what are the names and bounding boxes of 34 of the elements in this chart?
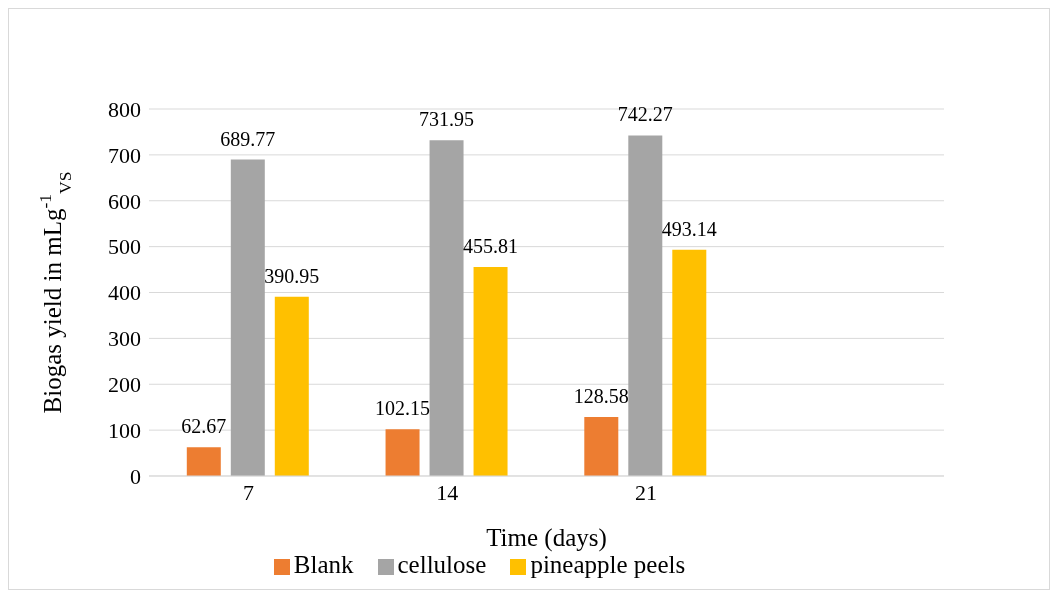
x-tick-label: 14 bbox=[436, 479, 459, 505]
y-tick-label: 600 bbox=[108, 188, 141, 214]
data-label: 62.67 bbox=[181, 415, 227, 438]
bar bbox=[628, 135, 663, 476]
bar bbox=[672, 249, 707, 476]
legend-label: Blank bbox=[293, 551, 354, 578]
legend-label: cellulose bbox=[397, 551, 487, 578]
y-tick-label: 500 bbox=[108, 234, 141, 260]
data-label: 742.27 bbox=[617, 103, 673, 126]
y-tick-label: 800 bbox=[108, 96, 141, 122]
data-label: 102.15 bbox=[375, 397, 431, 420]
data-label: 493.14 bbox=[661, 217, 717, 240]
bar bbox=[186, 447, 221, 476]
x-axis-title: Time (days) bbox=[486, 524, 607, 552]
data-label: 128.58 bbox=[573, 385, 629, 408]
data-label: 689.77 bbox=[220, 127, 276, 150]
y-tick-label: 100 bbox=[108, 417, 141, 443]
bar bbox=[385, 429, 420, 476]
bar bbox=[584, 417, 619, 476]
y-tick-label: 700 bbox=[108, 142, 141, 168]
x-tick-label: 21 bbox=[634, 479, 657, 505]
data-label: 731.95 bbox=[419, 108, 475, 131]
bar bbox=[274, 296, 309, 476]
bar bbox=[429, 140, 464, 476]
data-label: 455.81 bbox=[463, 234, 519, 257]
x-tick-label: 7 bbox=[242, 479, 254, 505]
y-tick-label: 0 bbox=[130, 463, 141, 489]
legend-label: pineapple peels bbox=[530, 551, 686, 578]
bar bbox=[473, 266, 508, 476]
y-tick-label: 200 bbox=[108, 372, 141, 398]
y-tick-label: 300 bbox=[108, 326, 141, 352]
y-tick-label: 400 bbox=[108, 280, 141, 306]
data-label: 390.95 bbox=[264, 264, 320, 287]
bar bbox=[230, 159, 265, 476]
